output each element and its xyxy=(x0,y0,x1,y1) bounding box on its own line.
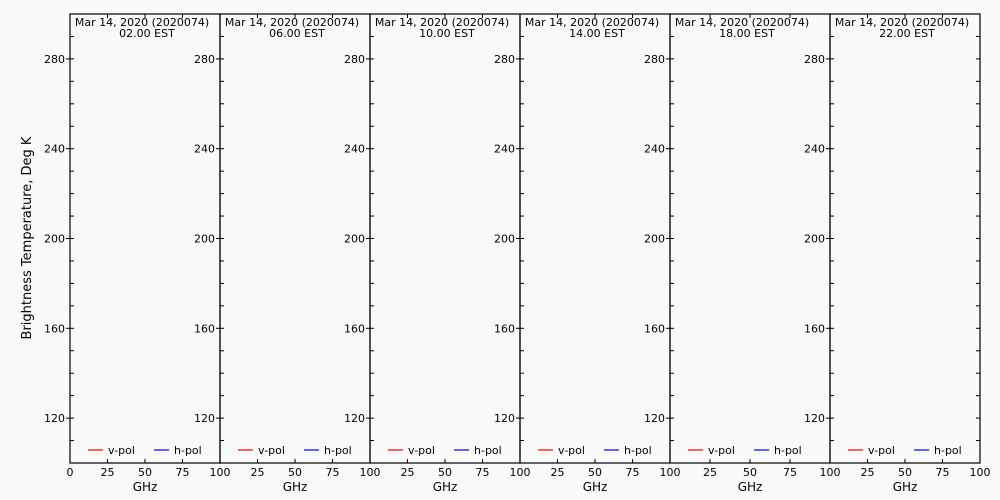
legend-label-v-pol: v-pol xyxy=(558,444,585,457)
x-tick-label: 50 xyxy=(138,466,152,479)
legend-label-h-pol: h-pol xyxy=(324,444,352,457)
panel-subtitle: 02.00 EST xyxy=(119,27,175,40)
panel-title: Mar 14, 2020 (2020074) xyxy=(225,16,359,29)
legend-label-h-pol: h-pol xyxy=(474,444,502,457)
y-tick-label: 160 xyxy=(44,322,65,335)
y-tick-label: 240 xyxy=(644,143,665,156)
x-tick-label: 100 xyxy=(660,466,681,479)
x-axis-label: GHz xyxy=(893,480,918,494)
plot-frame xyxy=(829,13,981,464)
panel-2: 120 160 200 240 280 25 50 75 100 GHz Mar 14, 2020 … xyxy=(344,13,531,494)
y-tick-label: 240 xyxy=(494,143,515,156)
y-tick-label: 280 xyxy=(644,53,665,66)
panel-1: 120 160 200 240 280 25 50 75 100 GHz Mar 14, 2020 … xyxy=(194,13,381,494)
y-tick-label: 120 xyxy=(344,412,365,425)
legend-label-h-pol: h-pol xyxy=(624,444,652,457)
x-tick-label: 100 xyxy=(970,466,991,479)
y-tick-label: 120 xyxy=(194,412,215,425)
y-tick-label: 240 xyxy=(44,143,65,156)
panel-0: 120 160 200 240 280 0 25 50 75 100 GHz Mar 14, 2020… xyxy=(44,13,231,494)
x-tick-label: 75 xyxy=(176,466,190,479)
y-tick-label: 120 xyxy=(44,412,65,425)
y-tick-label: 160 xyxy=(804,322,825,335)
legend-label-v-pol: v-pol xyxy=(108,444,135,457)
x-tick-label: 0 xyxy=(67,466,74,479)
panel-title: Mar 14, 2020 (2020074) xyxy=(835,16,969,29)
panel-subtitle: 18.00 EST xyxy=(719,27,775,40)
x-tick-label: 25 xyxy=(551,466,565,479)
panel-3: 120 160 200 240 280 25 50 75 100 GHz Mar 14, 2020 … xyxy=(494,13,681,494)
legend-label-h-pol: h-pol xyxy=(934,444,962,457)
x-tick-label: 100 xyxy=(210,466,231,479)
y-axis-label: Brightness Temperature, Deg K xyxy=(20,136,35,339)
y-tick-label: 120 xyxy=(494,412,515,425)
x-tick-label: 25 xyxy=(703,466,717,479)
y-tick-label: 280 xyxy=(194,53,215,66)
x-axis-label: GHz xyxy=(738,480,763,494)
y-tick-label: 200 xyxy=(644,233,665,246)
y-tick-label: 200 xyxy=(194,233,215,246)
legend-label-v-pol: v-pol xyxy=(408,444,435,457)
x-tick-label: 25 xyxy=(401,466,415,479)
x-tick-label: 25 xyxy=(251,466,265,479)
x-tick-label: 100 xyxy=(510,466,531,479)
y-tick-label: 120 xyxy=(804,412,825,425)
y-tick-label: 240 xyxy=(194,143,215,156)
panel-subtitle: 22.00 EST xyxy=(879,27,935,40)
y-tick-label: 280 xyxy=(804,53,825,66)
legend-label-v-pol: v-pol xyxy=(868,444,895,457)
panel-title: Mar 14, 2020 (2020074) xyxy=(75,16,209,29)
x-tick-label: 50 xyxy=(743,466,757,479)
x-tick-label: 50 xyxy=(438,466,452,479)
x-tick-label: 75 xyxy=(936,466,950,479)
legend-label-v-pol: v-pol xyxy=(708,444,735,457)
y-tick-label: 240 xyxy=(344,143,365,156)
x-axis-label: GHz xyxy=(133,480,158,494)
panel-subtitle: 06.00 EST xyxy=(269,27,325,40)
x-axis-label: GHz xyxy=(283,480,308,494)
y-tick-label: 160 xyxy=(644,322,665,335)
legend-label-h-pol: h-pol xyxy=(174,444,202,457)
y-tick-label: 160 xyxy=(344,322,365,335)
x-tick-label: 50 xyxy=(288,466,302,479)
x-tick-label: 75 xyxy=(326,466,340,479)
x-tick-label: 50 xyxy=(898,466,912,479)
x-tick-label: 75 xyxy=(626,466,640,479)
x-tick-label: 100 xyxy=(360,466,381,479)
y-tick-label: 280 xyxy=(494,53,515,66)
x-tick-label: 25 xyxy=(101,466,115,479)
x-tick-label: 75 xyxy=(783,466,797,479)
panel-title: Mar 14, 2020 (2020074) xyxy=(525,16,659,29)
y-tick-label: 120 xyxy=(644,412,665,425)
y-tick-label: 240 xyxy=(804,143,825,156)
y-tick-label: 200 xyxy=(344,233,365,246)
y-tick-label: 280 xyxy=(44,53,65,66)
legend-label-v-pol: v-pol xyxy=(258,444,285,457)
x-axis-label: GHz xyxy=(433,480,458,494)
y-tick-label: 200 xyxy=(494,233,515,246)
y-tick-label: 200 xyxy=(44,233,65,246)
legend-label-h-pol: h-pol xyxy=(774,444,802,457)
x-axis-label: GHz xyxy=(583,480,608,494)
y-tick-label: 280 xyxy=(344,53,365,66)
x-tick-label: 100 xyxy=(820,466,841,479)
panel-title: Mar 14, 2020 (2020074) xyxy=(375,16,509,29)
x-tick-label: 25 xyxy=(861,466,875,479)
x-tick-label: 75 xyxy=(476,466,490,479)
panel-title: Mar 14, 2020 (2020074) xyxy=(675,16,809,29)
y-tick-label: 160 xyxy=(194,322,215,335)
panel-subtitle: 10.00 EST xyxy=(419,27,475,40)
y-tick-label: 200 xyxy=(804,233,825,246)
x-tick-label: 50 xyxy=(588,466,602,479)
panel-subtitle: 14.00 EST xyxy=(569,27,625,40)
panel-5: 120 160 200 240 280 25 50 75 100 GHz Mar 14, 2020 … xyxy=(804,13,991,494)
y-tick-label: 160 xyxy=(494,322,515,335)
